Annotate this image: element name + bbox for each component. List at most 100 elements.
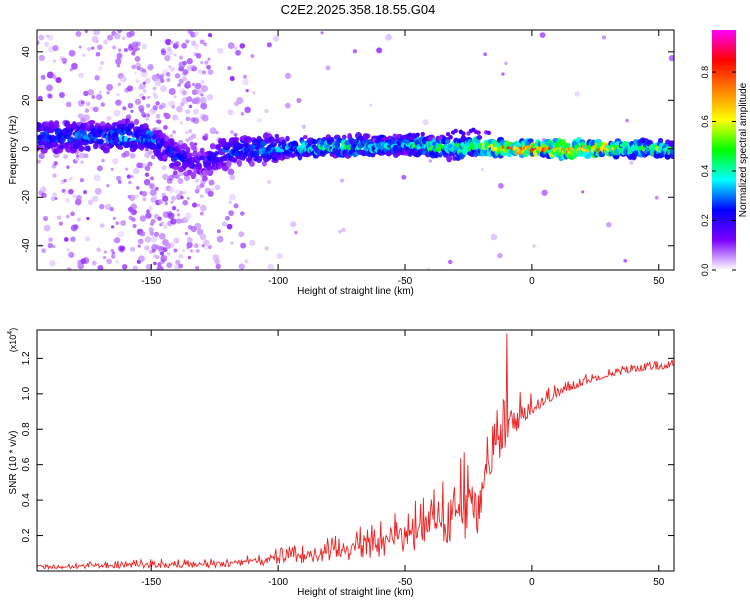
spectrogram-speckle bbox=[532, 244, 536, 248]
spectrogram-speckle bbox=[119, 245, 126, 252]
spectrogram-speckle bbox=[184, 131, 189, 135]
spectrogram-speckle bbox=[130, 175, 134, 179]
spectrogram-speckle bbox=[169, 40, 174, 45]
spectrogram-speckle bbox=[97, 66, 103, 72]
spectrogram-speckle bbox=[80, 100, 85, 105]
spectrogram-speckle bbox=[116, 52, 123, 59]
spectrogram-speckle bbox=[98, 90, 102, 94]
spectrogram-band-cell bbox=[190, 171, 197, 178]
spectrogram-speckle bbox=[150, 235, 158, 243]
spectrogram-band-cell bbox=[236, 159, 243, 167]
spectrogram-band-cell bbox=[255, 155, 263, 164]
spectrogram-speckle bbox=[145, 103, 151, 108]
spectrogram-speckle bbox=[172, 130, 176, 134]
spectrogram-band-cell bbox=[162, 154, 168, 160]
spectrogram-speckle bbox=[217, 47, 224, 54]
spectrogram-speckle bbox=[216, 235, 224, 243]
spectrogram-panel: -150 -100 -50 0 50 -40 -20 0 20 40 Height of str… bbox=[8, 29, 675, 297]
spectrogram-speckle bbox=[41, 192, 47, 199]
spectrogram-speckle bbox=[193, 142, 198, 146]
spectrogram-speckle bbox=[199, 194, 204, 199]
snr-scale-prefix: (x10 bbox=[8, 335, 18, 353]
snr-x-tick-label: 0 bbox=[529, 577, 535, 588]
spectrogram-speckle bbox=[74, 157, 80, 162]
spectrogram-speckle bbox=[37, 40, 40, 45]
spectrogram-speckle bbox=[64, 197, 71, 203]
spectrogram-speckle bbox=[148, 150, 153, 155]
spectrogram-speckle bbox=[152, 86, 157, 91]
spectrogram-speckle bbox=[216, 229, 221, 234]
spectrogram-speckle bbox=[166, 49, 174, 57]
spectrogram-speckle bbox=[239, 43, 246, 49]
spectrogram-band-cell bbox=[127, 122, 135, 128]
spectrogram-speckle bbox=[87, 88, 95, 96]
snr-x-ticks: -150 -100 -50 0 50 bbox=[141, 330, 665, 588]
snr-panel: -150 -100 -50 0 50 0.2 0.4 0.6 0.8 1.0 1.2 Height… bbox=[7, 328, 675, 598]
spectrogram-speckle bbox=[182, 60, 187, 66]
spectrogram-speckle bbox=[186, 196, 190, 200]
snr-y-tick-label: 0.2 bbox=[21, 528, 32, 542]
spectrogram-speckle bbox=[177, 83, 181, 87]
snr-y-tick-label: 0.4 bbox=[21, 493, 32, 507]
spectrogram-speckle bbox=[115, 221, 120, 225]
spectrogram-speckle bbox=[80, 160, 84, 164]
spectrogram-speckle bbox=[340, 178, 344, 183]
spectrogram-band-cell bbox=[486, 130, 491, 136]
spectrogram-speckle bbox=[189, 249, 194, 253]
spectrogram-speckle bbox=[173, 53, 177, 57]
spectrogram-speckle bbox=[195, 265, 200, 270]
spectrogram-speckle bbox=[91, 260, 97, 266]
spectrogram-speckle bbox=[244, 106, 251, 114]
spectrogram-speckle bbox=[182, 69, 189, 75]
spectrogram-speckle bbox=[228, 200, 232, 205]
spectrogram-speckle bbox=[296, 97, 302, 103]
spectrogram-speckle bbox=[276, 253, 283, 260]
spectrogram-speckle bbox=[85, 101, 91, 107]
spectrogram-speckle bbox=[238, 263, 245, 270]
spectrogram-speckle bbox=[148, 205, 153, 211]
spectrogram-band-cell bbox=[274, 133, 280, 139]
spectrogram-speckle bbox=[193, 43, 200, 50]
spectrogram-x-ticks: -150 -100 -50 0 50 bbox=[141, 30, 665, 287]
spectrogram-speckle bbox=[75, 30, 82, 37]
colorbar-gradient bbox=[712, 30, 736, 270]
snr-scale-label: (x104) bbox=[7, 328, 18, 352]
spectrogram-band-cell bbox=[51, 141, 59, 147]
snr-y-tick-label: 1.2 bbox=[21, 351, 32, 365]
spectrogram-speckle bbox=[352, 49, 358, 54]
spectrogram-speckle bbox=[141, 43, 147, 50]
spectrogram-speckle bbox=[207, 32, 213, 38]
spectrogram-speckle bbox=[210, 187, 215, 192]
spectrogram-speckle bbox=[83, 153, 89, 159]
spectrogram-speckle bbox=[69, 68, 73, 72]
spectrogram-speckle bbox=[195, 96, 201, 102]
spectrogram-speckle bbox=[148, 183, 155, 189]
spectrogram-speckle bbox=[52, 173, 57, 178]
spectrogram-band-cell bbox=[669, 140, 674, 148]
spectrogram-speckle bbox=[138, 162, 144, 169]
spectrogram-speckle bbox=[192, 202, 198, 208]
spectrogram-speckle bbox=[229, 75, 235, 82]
spectrogram-speckle bbox=[190, 31, 196, 38]
spectrogram-speckle bbox=[135, 62, 141, 68]
spectrogram-band-cell bbox=[402, 134, 408, 140]
spectrogram-speckle bbox=[66, 214, 70, 219]
spectrogram-speckle bbox=[99, 223, 105, 228]
spectrogram-speckle bbox=[40, 186, 47, 193]
spectrogram-speckle bbox=[320, 31, 324, 35]
colorbar-tick-label: 0.0 bbox=[700, 264, 710, 277]
spectrogram-speckle bbox=[147, 161, 153, 167]
spectrogram-speckle bbox=[230, 241, 235, 245]
snr-x-tick-label: -150 bbox=[141, 577, 161, 588]
spectrogram-band-cell bbox=[78, 145, 85, 152]
spectrogram-band-cell bbox=[173, 156, 179, 161]
spectrogram-speckle bbox=[168, 88, 176, 96]
spectrogram-speckle bbox=[145, 117, 149, 121]
spectrogram-speckle bbox=[221, 221, 228, 227]
spectrogram-speckle bbox=[227, 66, 232, 71]
spectrogram-speckle bbox=[195, 178, 199, 183]
spectrogram-speckle bbox=[107, 34, 114, 41]
spectrogram-speckle bbox=[483, 52, 487, 57]
spectrogram-speckle bbox=[481, 168, 485, 172]
spectrogram-speckle bbox=[141, 96, 146, 100]
